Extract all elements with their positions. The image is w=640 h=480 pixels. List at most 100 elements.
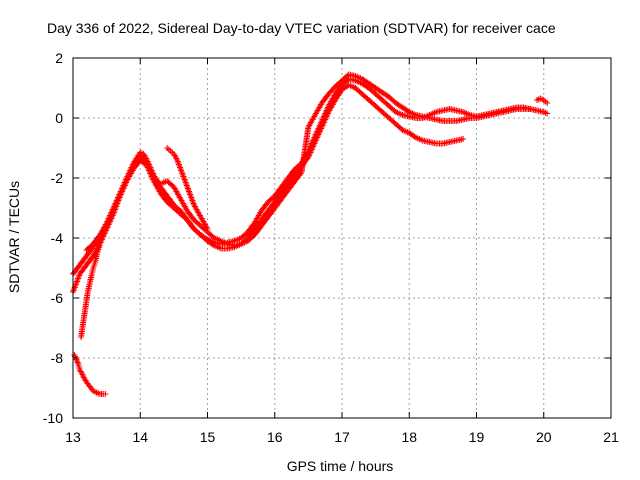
interpolated-points xyxy=(535,107,546,115)
interpolated-points xyxy=(434,116,445,124)
interpolated-points xyxy=(172,206,183,216)
interpolated-points xyxy=(488,110,498,118)
interpolated-points xyxy=(219,245,229,252)
interpolated-points xyxy=(326,84,338,96)
interpolated-points xyxy=(91,233,102,246)
y-tick-label: -4 xyxy=(51,230,64,246)
interpolated-points xyxy=(434,107,445,115)
interpolated-points xyxy=(272,191,284,204)
interpolated-points xyxy=(104,206,116,225)
interpolated-points xyxy=(286,167,297,180)
interpolated-points xyxy=(347,82,357,91)
interpolated-points xyxy=(158,185,170,198)
interpolated-points xyxy=(84,242,95,252)
interpolated-points xyxy=(252,209,264,225)
interpolated-points xyxy=(272,185,284,198)
interpolated-points xyxy=(286,179,297,192)
interpolated-points xyxy=(199,224,210,234)
data-point xyxy=(544,100,551,106)
interpolated-points xyxy=(298,125,312,174)
interpolated-points xyxy=(340,82,351,92)
interpolated-points xyxy=(181,176,190,189)
interpolated-points xyxy=(192,218,203,228)
interpolated-points xyxy=(252,224,264,237)
interpolated-points xyxy=(387,95,398,105)
interpolated-points xyxy=(373,85,385,95)
data-point xyxy=(460,136,467,142)
interpolated-points xyxy=(138,153,149,165)
interpolated-points xyxy=(165,179,176,189)
y-tick-label: -2 xyxy=(51,170,64,186)
interpolated-points xyxy=(266,194,277,204)
chart-title: Day 336 of 2022, Sidereal Day-to-day VTE… xyxy=(47,20,556,36)
interpolated-points xyxy=(191,203,200,213)
interpolated-points xyxy=(124,163,136,180)
interpolated-points xyxy=(340,77,351,87)
ticks xyxy=(72,57,612,419)
interpolated-points xyxy=(455,136,465,144)
y-tick-label: 0 xyxy=(55,110,63,126)
interpolated-points xyxy=(259,215,271,228)
interpolated-points xyxy=(367,98,378,108)
interpolated-points xyxy=(461,109,472,118)
interpolated-points xyxy=(279,188,291,201)
x-axis-label: GPS time / hours xyxy=(287,458,394,474)
y-axis-label: SDTVAR / TECUs xyxy=(6,181,22,293)
interpolated-points xyxy=(239,238,250,247)
interpolated-points xyxy=(354,78,364,86)
interpolated-points xyxy=(212,239,223,247)
interpolated-points xyxy=(360,92,371,102)
y-tick-label: 2 xyxy=(55,50,63,66)
y-tick-label: -8 xyxy=(51,350,64,366)
interpolated-points xyxy=(77,263,89,276)
interpolated-points xyxy=(353,86,364,96)
series-arc-d xyxy=(164,145,211,232)
interpolated-points xyxy=(461,115,472,123)
interpolated-points xyxy=(75,363,83,371)
interpolated-points xyxy=(212,235,223,244)
tick-labels: 13 14 15 16 17 18 19 20 21 -10 -8 -6 -4 -2 0 2 xyxy=(43,50,619,445)
interpolated-points xyxy=(373,104,385,114)
interpolated-points xyxy=(246,233,257,243)
interpolated-points xyxy=(174,158,184,171)
interpolated-points xyxy=(333,88,345,102)
interpolated-points xyxy=(340,72,351,83)
interpolated-points xyxy=(448,118,458,124)
data-point xyxy=(102,391,109,397)
data-point xyxy=(544,110,551,117)
x-tick-label: 21 xyxy=(603,429,619,445)
interpolated-points xyxy=(292,170,304,183)
interpolated-points xyxy=(401,112,411,120)
x-tick-label: 18 xyxy=(401,429,417,445)
interpolated-points xyxy=(84,245,96,258)
interpolated-points xyxy=(428,109,438,118)
interpolated-points xyxy=(178,212,189,222)
interpolated-points xyxy=(84,380,92,388)
interpolated-points xyxy=(414,112,425,120)
interpolated-points xyxy=(212,243,223,251)
interpolated-points xyxy=(468,115,478,121)
interpolated-points xyxy=(279,182,291,195)
interpolated-points xyxy=(354,73,364,82)
interpolated-points xyxy=(192,227,203,237)
interpolated-points xyxy=(434,140,445,147)
interpolated-points xyxy=(360,81,371,91)
interpolated-points xyxy=(185,218,197,231)
interpolated-points xyxy=(407,113,418,121)
interpolated-points xyxy=(380,110,391,120)
interpolated-points xyxy=(326,92,338,108)
interpolated-points xyxy=(81,376,89,384)
series-arc-e xyxy=(534,95,551,106)
interpolated-points xyxy=(77,254,89,267)
interpolated-points xyxy=(178,167,187,180)
series-layer xyxy=(70,71,551,397)
interpolated-points xyxy=(259,200,271,213)
interpolated-points xyxy=(401,127,411,136)
interpolated-points xyxy=(481,112,492,120)
y-tick-label: -6 xyxy=(51,290,64,306)
interpolated-points xyxy=(414,135,425,143)
interpolated-points xyxy=(326,98,338,114)
interpolated-points xyxy=(312,125,325,144)
interpolated-points xyxy=(319,92,331,105)
